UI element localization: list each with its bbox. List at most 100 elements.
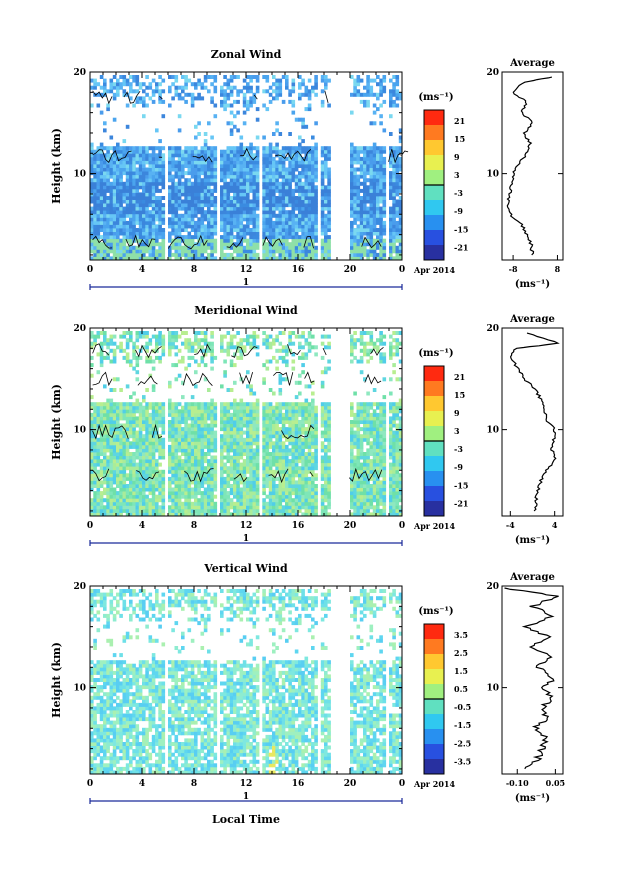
- heatmap-cell: [161, 196, 166, 200]
- heatmap-cell: [213, 256, 218, 261]
- heatmap-cell: [356, 210, 361, 215]
- heatmap-cell: [155, 405, 159, 410]
- heatmap-cell: [366, 78, 370, 83]
- heatmap-cell: [210, 164, 214, 168]
- heatmap-cell: [93, 423, 97, 428]
- heatmap-cell: [281, 235, 286, 240]
- heatmap-cell: [320, 89, 325, 94]
- heatmap-cell: [210, 341, 214, 346]
- heatmap-cell: [194, 512, 198, 517]
- heatmap-cell: [369, 174, 374, 179]
- heatmap-cell: [366, 171, 370, 176]
- heatmap-cell: [350, 149, 354, 154]
- heatmap-cell: [229, 110, 234, 115]
- heatmap-cell: [307, 249, 312, 254]
- heatmap-cell: [379, 78, 383, 83]
- heatmap-cell: [184, 420, 188, 424]
- heatmap-cell: [220, 252, 224, 257]
- heatmap-cell: [155, 238, 159, 243]
- heatmap-cell: [99, 402, 104, 407]
- heatmap-cell: [174, 235, 179, 240]
- heatmap-cell: [109, 242, 114, 247]
- heatmap-cell: [145, 466, 149, 471]
- heatmap-cell: [148, 242, 153, 247]
- heatmap-cell: [294, 153, 299, 158]
- heatmap-cell: [392, 171, 396, 176]
- heatmap-cell: [171, 459, 175, 464]
- heatmap-cell: [148, 508, 153, 513]
- heatmap-cell: [207, 171, 211, 176]
- heatmap-cell: [116, 462, 120, 467]
- heatmap-cell: [161, 89, 166, 94]
- heatmap-cell: [301, 235, 305, 240]
- heatmap-cell: [223, 455, 227, 460]
- heatmap-cell: [252, 188, 257, 193]
- heatmap-cell: [307, 245, 312, 250]
- heatmap-cell: [109, 160, 114, 165]
- heatmap-cell: [122, 156, 127, 161]
- heatmap-cell: [210, 181, 214, 186]
- heatmap-cell: [132, 455, 136, 460]
- heatmap-cell: [265, 231, 270, 236]
- heatmap-cell: [281, 213, 286, 218]
- heatmap-cell: [265, 203, 270, 208]
- heatmap-cell: [242, 469, 247, 474]
- heatmap-cell: [142, 455, 146, 460]
- heatmap-cell: [268, 149, 273, 154]
- heatmap-cell: [265, 459, 270, 464]
- heatmap-cell: [99, 217, 104, 222]
- heatmap-cell: [236, 466, 240, 471]
- heatmap-cell: [324, 171, 328, 176]
- heatmap-cell: [207, 174, 211, 179]
- heatmap-cell: [285, 196, 289, 200]
- heatmap-cell: [161, 501, 166, 506]
- heatmap-cell: [353, 78, 357, 83]
- heatmap-cell: [382, 185, 387, 190]
- heatmap-cell: [109, 78, 114, 83]
- heatmap-cell: [93, 210, 97, 215]
- heatmap-cell: [174, 444, 179, 449]
- heatmap-cell: [226, 238, 231, 243]
- heatmap-cell: [106, 448, 110, 453]
- heatmap-cell: [366, 89, 370, 94]
- heatmap-cell: [327, 203, 331, 208]
- heatmap-cell: [281, 245, 286, 250]
- heatmap-cell: [116, 199, 120, 204]
- heatmap-cell: [187, 220, 192, 225]
- heatmap-cell: [158, 139, 162, 144]
- heatmap-cell: [226, 423, 231, 428]
- heatmap-cell: [246, 487, 250, 492]
- heatmap-cell: [382, 188, 387, 193]
- heatmap-cell: [255, 508, 260, 513]
- heatmap-cell: [350, 245, 354, 250]
- heatmap-cell: [314, 196, 318, 200]
- heatmap-cell: [90, 242, 94, 247]
- heatmap-cell: [132, 434, 136, 439]
- heatmap-cell: [93, 231, 97, 236]
- heatmap-cell: [168, 188, 172, 193]
- heatmap-cell: [93, 171, 97, 176]
- heatmap-cell: [158, 498, 162, 503]
- heatmap-cell: [190, 355, 195, 360]
- heatmap-cell: [116, 217, 120, 222]
- heatmap-cell: [190, 103, 195, 108]
- heatmap-cell: [129, 181, 133, 186]
- heatmap-cell: [298, 82, 302, 87]
- heatmap-cell: [187, 430, 192, 435]
- heatmap-cell: [236, 185, 240, 190]
- heatmap-cell: [304, 228, 309, 232]
- heatmap-cell: [220, 402, 224, 407]
- heatmap-cell: [197, 185, 201, 190]
- heatmap-cell: [233, 210, 237, 215]
- heatmap-cell: [366, 92, 370, 97]
- heatmap-cell: [177, 437, 182, 442]
- heatmap-cell: [246, 441, 250, 446]
- heatmap-cell: [125, 338, 130, 343]
- heatmap-cell: [112, 153, 117, 158]
- heatmap-cell: [376, 228, 380, 232]
- heatmap-cell: [135, 466, 140, 471]
- heatmap-cell: [249, 334, 253, 339]
- heatmap-cell: [197, 228, 201, 232]
- heatmap-cell: [311, 196, 315, 200]
- heatmap-cell: [122, 228, 127, 232]
